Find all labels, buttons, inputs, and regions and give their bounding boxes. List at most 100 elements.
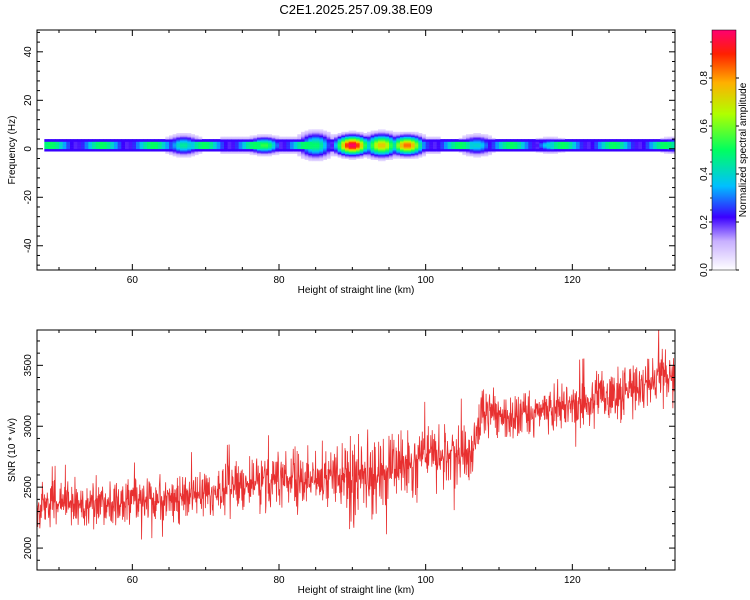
spectrogram-cell <box>216 148 221 151</box>
spectrogram-cell <box>249 152 254 154</box>
spectrogram-cell <box>147 143 151 146</box>
spectrogram-cell <box>653 142 657 145</box>
spectrogram-cell <box>433 146 437 148</box>
spectrogram-cell <box>169 141 173 144</box>
spectrogram-cell <box>348 135 353 137</box>
spectrogram-cell <box>466 154 470 157</box>
spectrogram-cell <box>55 147 60 150</box>
spectrogram-cell <box>414 150 419 152</box>
spectrogram-cell <box>304 139 309 141</box>
spectrogram-cell <box>297 141 302 144</box>
spectrogram-cell <box>425 143 430 146</box>
spectrogram-cell <box>539 141 544 144</box>
spectrogram-cell <box>433 140 437 142</box>
spectrogram-cell <box>400 157 404 159</box>
spectrogram-cell <box>396 136 401 139</box>
spectrogram-cell <box>521 142 525 145</box>
spectrogram-cell <box>51 148 56 151</box>
spectrogram-cell <box>429 139 434 141</box>
spectrogram-cell <box>418 146 423 148</box>
spectrogram-cell <box>312 150 316 152</box>
spectrogram-cell <box>352 152 357 154</box>
spectrogram-cell <box>616 146 621 148</box>
spectrogram-cell <box>374 147 379 150</box>
spectrogram-cell <box>550 148 555 151</box>
spectrogram-xtick-label: 60 <box>127 275 139 286</box>
spectrogram-cell <box>352 154 357 157</box>
spectrogram-cell <box>128 140 133 142</box>
spectrogram-plot-area <box>44 129 675 162</box>
spectrogram-cell <box>491 150 496 152</box>
spectrogram-cell <box>466 145 470 147</box>
spectrogram-cell <box>557 142 562 145</box>
spectrogram-cell <box>194 150 199 152</box>
spectrogram-cell <box>473 151 478 153</box>
spectrogram-cell <box>169 146 173 148</box>
spectrogram-cell <box>315 146 320 148</box>
spectrogram-cell <box>583 145 588 147</box>
spectrogram-cell <box>407 150 412 152</box>
spectrogram-cell <box>480 152 485 154</box>
spectrogram-cell <box>400 151 404 153</box>
spectrogram-cell <box>48 150 52 152</box>
spectrogram-cell <box>249 141 254 144</box>
spectrogram-cell <box>532 140 536 142</box>
spectrogram-cell <box>473 153 478 156</box>
spectrogram-cell <box>418 136 423 139</box>
spectrogram-cell <box>297 154 302 157</box>
spectrogram-cell <box>231 139 236 141</box>
spectrogram-cell <box>220 136 225 139</box>
spectrogram-cell <box>297 146 302 148</box>
spectrogram-cell <box>227 148 232 151</box>
spectrogram-cell <box>543 145 547 147</box>
spectrogram-cell <box>297 135 302 137</box>
spectrogram-cell <box>469 134 474 136</box>
spectrogram-cell <box>242 145 247 147</box>
spectrogram-cell <box>297 137 302 140</box>
spectrogram-cell <box>136 148 140 151</box>
spectrogram-cell <box>458 140 463 142</box>
spectrogram-cell <box>198 141 203 144</box>
spectrogram-cell <box>400 142 404 145</box>
spectrogram-cell <box>480 150 485 152</box>
spectrogram-cell <box>627 141 632 144</box>
spectrogram-cell <box>297 152 302 154</box>
spectrogram-cell <box>290 136 294 139</box>
spectrogram-cell <box>231 141 236 144</box>
spectrogram-cell <box>594 145 599 147</box>
spectrogram-cell <box>220 140 225 142</box>
spectrogram-cell <box>62 146 67 148</box>
spectrogram-cell <box>381 146 386 148</box>
spectrogram-cell <box>374 133 379 135</box>
spectrogram-cell <box>304 150 309 152</box>
spectrogram-cell <box>469 142 474 145</box>
spectrogram-cell <box>370 140 375 142</box>
spectrogram-cell <box>418 135 423 137</box>
spectrogram-cell <box>297 134 302 136</box>
spectrogram-cell <box>150 147 155 150</box>
spectrogram-cell <box>176 147 181 150</box>
spectrogram-cell <box>268 141 272 144</box>
spectrogram-cell <box>524 146 529 148</box>
spectrogram-cell <box>348 130 353 133</box>
spectrogram-cell <box>55 145 60 147</box>
spectrogram-cell <box>84 145 89 147</box>
spectrogram-cell <box>407 156 412 158</box>
spectrogram-cell <box>488 146 492 148</box>
spectrogram-cell <box>378 135 382 137</box>
spectrogram-cell <box>257 147 261 150</box>
spectrogram-cell <box>110 150 115 152</box>
spectrogram-cell <box>605 150 610 152</box>
spectrogram-cell <box>73 148 78 151</box>
spectrogram-cell <box>169 135 173 137</box>
spectrogram-cell <box>345 136 349 139</box>
spectrogram-cell <box>550 143 555 146</box>
spectrogram-cell <box>172 152 177 154</box>
spectrogram-cell <box>183 135 188 137</box>
spectrogram-cell <box>128 139 133 141</box>
spectrogram-cell <box>187 153 192 156</box>
spectrogram-cell <box>194 142 199 145</box>
spectrogram-cell <box>99 139 104 141</box>
spectrogram-cell <box>429 148 434 151</box>
